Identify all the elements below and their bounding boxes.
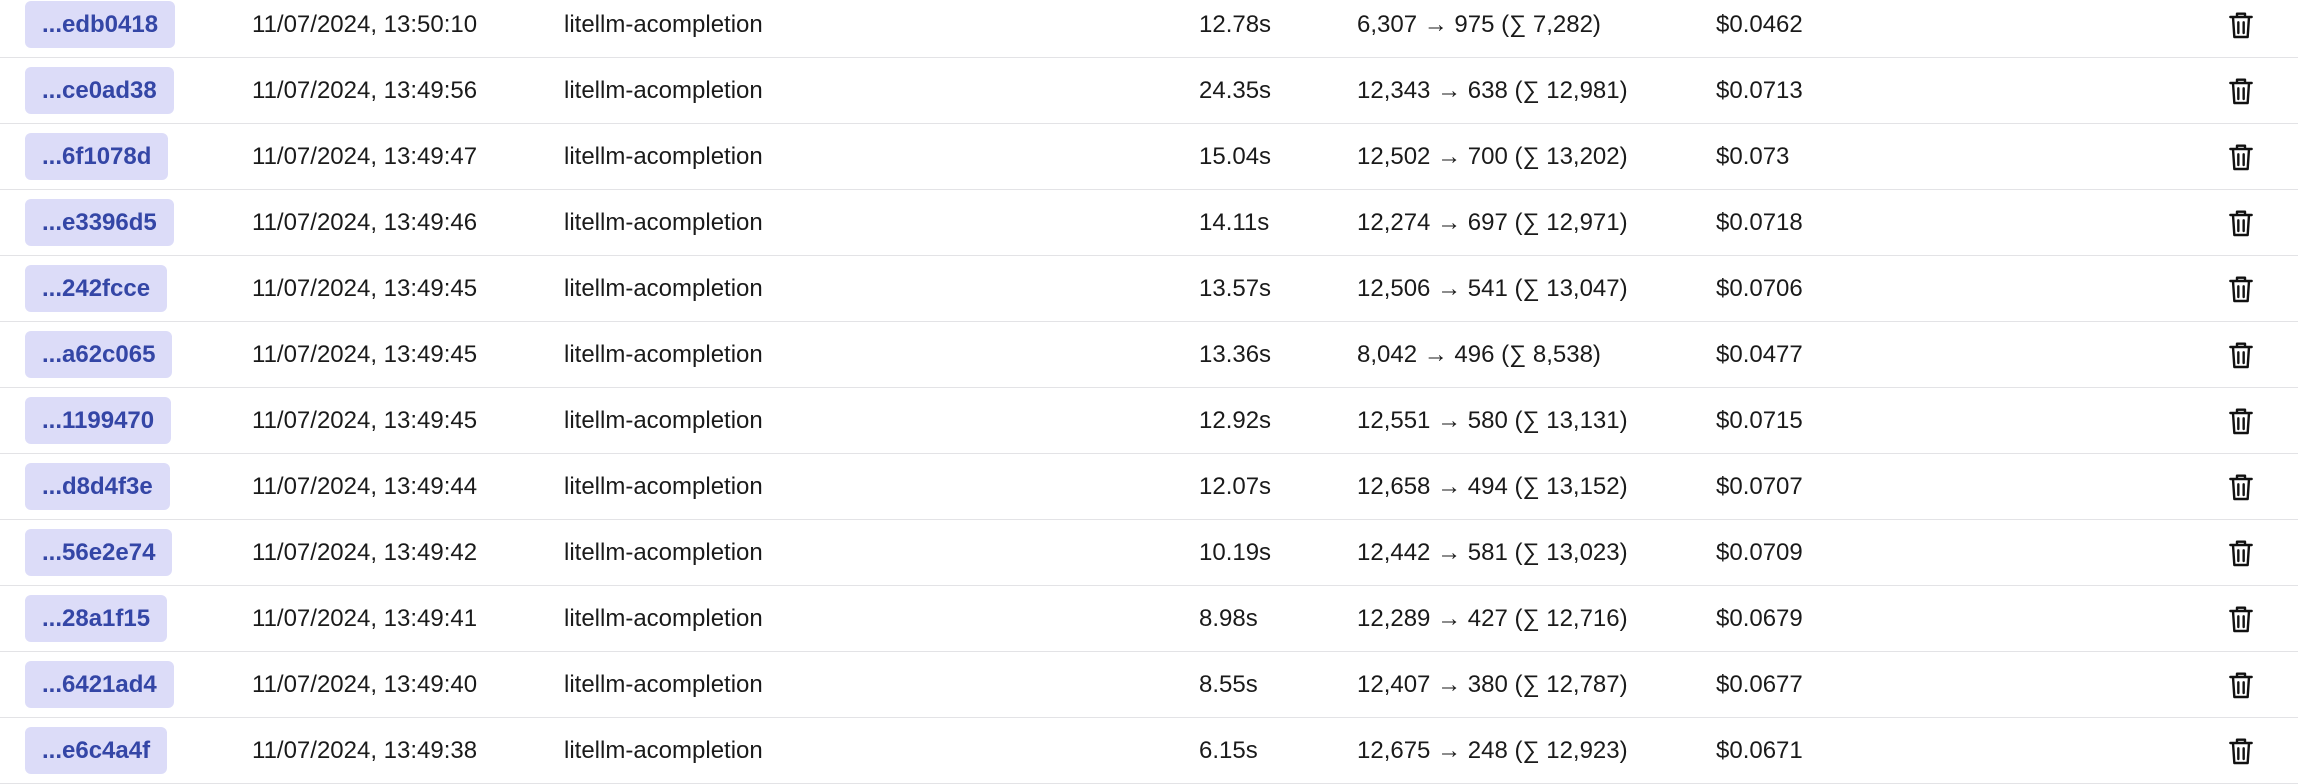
- latency: 24.35s: [1199, 77, 1272, 104]
- latency: 8.98s: [1199, 605, 1258, 632]
- trace-id[interactable]: ...1199470: [25, 397, 172, 444]
- trace-row[interactable]: ...28a1f15 11/07/2024, 13:49:41 litellm-ac…: [0, 586, 2298, 652]
- latency: 15.04s: [1199, 143, 1272, 170]
- latency: 12.92s: [1199, 407, 1272, 434]
- cost: $0.0715: [1716, 407, 1803, 434]
- trace-name: litellm-acompletion: [564, 143, 763, 170]
- trace-row[interactable]: ...a62c065 11/07/2024, 13:49:45 litellm-ac…: [0, 322, 2298, 388]
- trace-name: litellm-acompletion: [564, 275, 763, 302]
- cost: $0.0706: [1716, 275, 1803, 302]
- tokens: 12,274 → 697 (∑ 12,971): [1357, 209, 1628, 236]
- latency: 12.78s: [1199, 11, 1272, 38]
- trace-row[interactable]: ...242fcce 11/07/2024, 13:49:45 litellm-ac…: [0, 256, 2298, 322]
- timestamp: 11/07/2024, 13:49:38: [252, 737, 478, 764]
- cost: $0.0677: [1716, 671, 1803, 698]
- trace-name: litellm-acompletion: [564, 11, 763, 38]
- timestamp: 11/07/2024, 13:49:45: [252, 341, 478, 368]
- trace-name: litellm-acompletion: [564, 407, 763, 434]
- delete-button[interactable]: [2225, 207, 2257, 239]
- timestamp: 11/07/2024, 13:49:44: [252, 473, 478, 500]
- trace-row[interactable]: ...ce0ad38 11/07/2024, 13:49:56 litellm-ac…: [0, 58, 2298, 124]
- trace-row[interactable]: ...edb0418 11/07/2024, 13:50:10 litellm-ac…: [0, 0, 2298, 58]
- trace-id[interactable]: ...56e2e74: [25, 529, 173, 576]
- tokens: 12,506 → 541 (∑ 13,047): [1357, 275, 1628, 302]
- latency: 6.15s: [1199, 737, 1258, 764]
- delete-button[interactable]: [2225, 471, 2257, 503]
- delete-button[interactable]: [2225, 141, 2257, 173]
- trace-id[interactable]: ...e6c4a4f: [25, 727, 168, 774]
- tokens: 12,343 → 638 (∑ 12,981): [1357, 77, 1628, 104]
- latency: 10.19s: [1199, 539, 1272, 566]
- tokens: 12,502 → 700 (∑ 13,202): [1357, 143, 1628, 170]
- tokens: 12,675 → 248 (∑ 12,923): [1357, 737, 1628, 764]
- tokens: 12,407 → 380 (∑ 12,787): [1357, 671, 1628, 698]
- latency: 13.57s: [1199, 275, 1272, 302]
- trace-row[interactable]: ...6f1078d 11/07/2024, 13:49:47 litellm-ac…: [0, 124, 2298, 190]
- cost: $0.0707: [1716, 473, 1803, 500]
- timestamp: 11/07/2024, 13:49:41: [252, 605, 478, 632]
- trace-row[interactable]: ...1199470 11/07/2024, 13:49:45 litellm-ac…: [0, 388, 2298, 454]
- trace-row[interactable]: ...e6c4a4f 11/07/2024, 13:49:38 litellm-ac…: [0, 718, 2298, 784]
- delete-button[interactable]: [2225, 537, 2257, 569]
- tokens: 8,042 → 496 (∑ 8,538): [1357, 341, 1601, 368]
- trace-id[interactable]: ...242fcce: [25, 265, 168, 312]
- latency: 13.36s: [1199, 341, 1272, 368]
- trace-id[interactable]: ...6f1078d: [25, 133, 169, 180]
- timestamp: 11/07/2024, 13:49:56: [252, 77, 478, 104]
- trace-id[interactable]: ...28a1f15: [25, 595, 168, 642]
- cost: $0.0462: [1716, 11, 1803, 38]
- cost: $0.0713: [1716, 77, 1803, 104]
- trace-name: litellm-acompletion: [564, 77, 763, 104]
- tokens: 12,658 → 494 (∑ 13,152): [1357, 473, 1628, 500]
- timestamp: 11/07/2024, 13:50:10: [252, 11, 478, 38]
- delete-button[interactable]: [2225, 735, 2257, 767]
- trace-id[interactable]: ...edb0418: [25, 1, 176, 48]
- trace-id[interactable]: ...ce0ad38: [25, 67, 174, 114]
- trace-name: litellm-acompletion: [564, 341, 763, 368]
- trace-id[interactable]: ...d8d4f3e: [25, 463, 170, 510]
- latency: 14.11s: [1199, 209, 1270, 236]
- delete-button[interactable]: [2225, 273, 2257, 305]
- trace-row[interactable]: ...6421ad4 11/07/2024, 13:49:40 litellm-ac…: [0, 652, 2298, 718]
- timestamp: 11/07/2024, 13:49:46: [252, 209, 478, 236]
- latency: 12.07s: [1199, 473, 1272, 500]
- trace-name: litellm-acompletion: [564, 473, 763, 500]
- trace-row[interactable]: ...e3396d5 11/07/2024, 13:49:46 litellm-ac…: [0, 190, 2298, 256]
- cost: $0.0709: [1716, 539, 1803, 566]
- timestamp: 11/07/2024, 13:49:40: [252, 671, 478, 698]
- tokens: 6,307 → 975 (∑ 7,282): [1357, 11, 1601, 38]
- delete-button[interactable]: [2225, 669, 2257, 701]
- delete-button[interactable]: [2225, 339, 2257, 371]
- timestamp: 11/07/2024, 13:49:45: [252, 275, 478, 302]
- tokens: 12,551 → 580 (∑ 13,131): [1357, 407, 1628, 434]
- cost: $0.0671: [1716, 737, 1803, 764]
- timestamp: 11/07/2024, 13:49:45: [252, 407, 478, 434]
- trace-name: litellm-acompletion: [564, 539, 763, 566]
- trace-row[interactable]: ...d8d4f3e 11/07/2024, 13:49:44 litellm-ac…: [0, 454, 2298, 520]
- cost: $0.0718: [1716, 209, 1803, 236]
- delete-button[interactable]: [2225, 9, 2257, 41]
- trace-name: litellm-acompletion: [564, 605, 763, 632]
- trace-id[interactable]: ...6421ad4: [25, 661, 174, 708]
- delete-button[interactable]: [2225, 405, 2257, 437]
- trace-name: litellm-acompletion: [564, 209, 763, 236]
- trace-name: litellm-acompletion: [564, 737, 763, 764]
- trace-name: litellm-acompletion: [564, 671, 763, 698]
- trace-id[interactable]: ...e3396d5: [25, 199, 174, 246]
- cost: $0.073: [1716, 143, 1790, 170]
- timestamp: 11/07/2024, 13:49:47: [252, 143, 478, 170]
- tokens: 12,442 → 581 (∑ 13,023): [1357, 539, 1628, 566]
- latency: 8.55s: [1199, 671, 1258, 698]
- delete-button[interactable]: [2225, 75, 2257, 107]
- trace-row[interactable]: ...56e2e74 11/07/2024, 13:49:42 litellm-ac…: [0, 520, 2298, 586]
- tokens: 12,289 → 427 (∑ 12,716): [1357, 605, 1628, 632]
- delete-button[interactable]: [2225, 603, 2257, 635]
- cost: $0.0477: [1716, 341, 1803, 368]
- cost: $0.0679: [1716, 605, 1803, 632]
- trace-id[interactable]: ...a62c065: [25, 331, 173, 378]
- timestamp: 11/07/2024, 13:49:42: [252, 539, 478, 566]
